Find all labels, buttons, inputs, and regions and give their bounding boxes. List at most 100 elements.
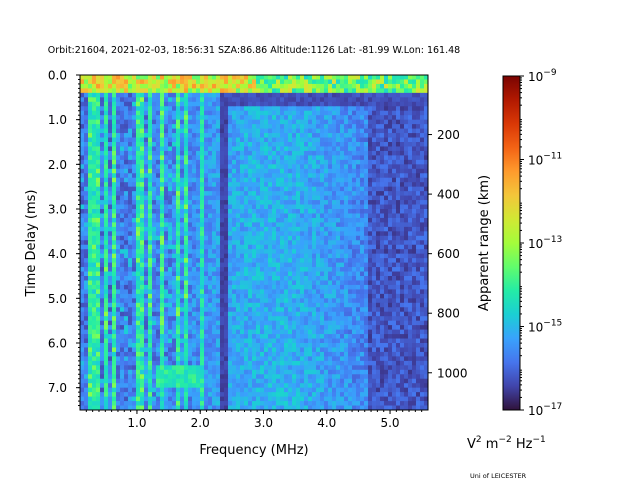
heatmap-cell [332, 75, 337, 80]
heatmap-cell [80, 128, 85, 134]
heatmap-cell [252, 79, 257, 85]
heatmap-cell [176, 124, 181, 129]
heatmap-cell [360, 204, 365, 210]
heatmap-cell [160, 159, 165, 165]
heatmap-cell [260, 320, 265, 326]
heatmap-cell [108, 249, 113, 255]
heatmap-cell [184, 110, 189, 116]
heatmap-cell [372, 302, 377, 308]
heatmap-cell [124, 97, 129, 103]
heatmap-cell [140, 124, 145, 129]
heatmap-cell [148, 159, 153, 165]
heatmap-cell [308, 276, 313, 281]
heatmap-cell [352, 253, 357, 259]
heatmap-cell [308, 88, 313, 94]
heatmap-cell [96, 217, 101, 223]
heatmap-cell [360, 267, 365, 272]
heatmap-cell [136, 79, 141, 85]
heatmap-cell [128, 83, 133, 89]
heatmap-cell [268, 249, 273, 255]
heatmap-cell [148, 329, 153, 335]
heatmap-cell [164, 231, 169, 237]
heatmap-cell [324, 119, 329, 125]
heatmap-cell [300, 289, 305, 295]
heatmap-cell [132, 276, 137, 281]
heatmap-cell [312, 258, 317, 263]
heatmap-cell [400, 137, 405, 143]
heatmap-cell [372, 164, 377, 170]
heatmap-cell [172, 182, 177, 188]
heatmap-cell [296, 137, 301, 143]
heatmap-cell [164, 284, 169, 290]
heatmap-cell [312, 146, 317, 152]
heatmap-cell [88, 204, 93, 210]
heatmap-cell [372, 293, 377, 299]
heatmap-cell [284, 173, 289, 179]
heatmap-cell [104, 325, 109, 330]
heatmap-cell [88, 124, 93, 129]
heatmap-cell [116, 244, 121, 250]
heatmap-cell [112, 79, 117, 85]
heatmap-cell [108, 271, 113, 277]
heatmap-cell [356, 204, 361, 210]
heatmap-cell [328, 222, 333, 228]
heatmap-cell [368, 124, 373, 129]
heatmap-cell [80, 284, 85, 290]
heatmap-cell [360, 92, 365, 98]
heatmap-cell [196, 106, 201, 112]
heatmap-cell [368, 226, 373, 232]
heatmap-cell [204, 159, 209, 165]
heatmap-cell [96, 276, 101, 281]
heatmap-cell [316, 293, 321, 299]
heatmap-cell [352, 213, 357, 219]
heatmap-cell [276, 209, 281, 214]
heatmap-cell [84, 267, 89, 272]
heatmap-cell [276, 177, 281, 183]
heatmap-cell [276, 235, 281, 241]
heatmap-cell [196, 209, 201, 214]
heatmap-cell [328, 75, 333, 80]
heatmap-cell [336, 137, 341, 143]
heatmap-cell [212, 329, 217, 335]
heatmap-cell [236, 289, 241, 295]
heatmap-cell [336, 83, 341, 89]
heatmap-cell [332, 164, 337, 170]
heatmap-cell [256, 195, 261, 201]
heatmap-cell [368, 244, 373, 250]
heatmap-cell [364, 75, 369, 80]
heatmap-cell [156, 92, 161, 98]
heatmap-cell [368, 133, 373, 138]
heatmap-cell [288, 101, 293, 107]
heatmap-cell [224, 128, 229, 134]
heatmap-cell [116, 173, 121, 179]
heatmap-cell [352, 258, 357, 263]
heatmap-cell [384, 137, 389, 143]
heatmap-cell [316, 209, 321, 214]
heatmap-cell [352, 186, 357, 192]
heatmap-cell [136, 101, 141, 107]
heatmap-cell [140, 280, 145, 286]
heatmap-cell [408, 133, 413, 138]
heatmap-cell [256, 191, 261, 196]
heatmap-cell [360, 146, 365, 152]
heatmap-cell [276, 186, 281, 192]
heatmap-cell [136, 110, 141, 116]
heatmap-cell [156, 137, 161, 143]
heatmap-cell [216, 204, 221, 210]
heatmap-cell [264, 209, 269, 214]
heatmap-cell [364, 83, 369, 89]
heatmap-cell [160, 258, 165, 263]
heatmap-cell [184, 253, 189, 259]
heatmap-cell [424, 307, 429, 313]
heatmap-cell [140, 267, 145, 272]
heatmap-cell [232, 244, 237, 250]
heatmap-cell [380, 110, 385, 116]
heatmap-cell [296, 217, 301, 223]
heatmap-cell [208, 110, 213, 116]
heatmap-cell [300, 133, 305, 138]
heatmap-cell [292, 83, 297, 89]
heatmap-cell [280, 88, 285, 94]
heatmap-cell [124, 244, 129, 250]
heatmap-cell [204, 276, 209, 281]
heatmap-cell [92, 159, 97, 165]
